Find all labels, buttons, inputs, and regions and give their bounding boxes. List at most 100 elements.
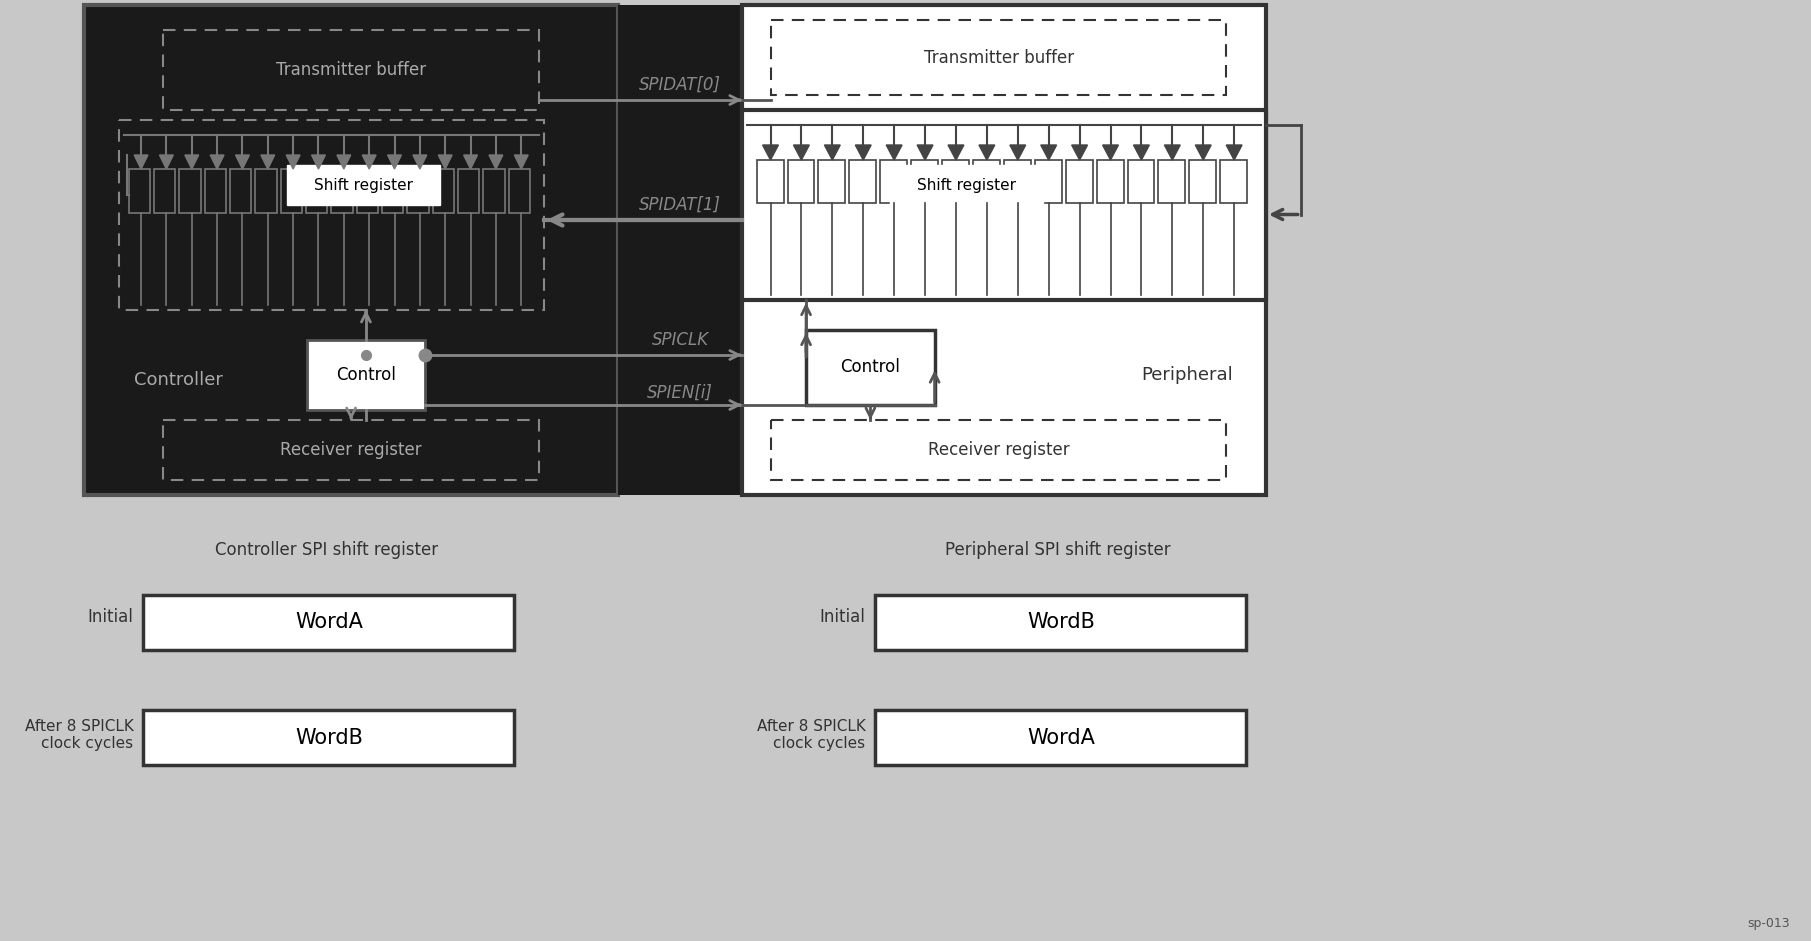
Bar [1003, 160, 1030, 203]
Bar [255, 169, 277, 213]
Polygon shape [1041, 145, 1056, 160]
Polygon shape [185, 155, 199, 169]
Text: WordA: WordA [295, 613, 362, 632]
Bar [382, 169, 404, 213]
Bar [743, 110, 1266, 300]
Bar [407, 169, 429, 213]
Polygon shape [438, 155, 453, 169]
Bar [771, 20, 1226, 95]
Bar [83, 5, 618, 495]
Polygon shape [464, 155, 478, 169]
Polygon shape [261, 155, 275, 169]
Bar [281, 169, 302, 213]
Text: WordB: WordB [1027, 613, 1094, 632]
Bar [306, 340, 426, 410]
Bar [891, 165, 1043, 205]
Bar [1190, 160, 1217, 203]
Bar [743, 5, 1266, 495]
Bar [819, 160, 846, 203]
Text: Initial: Initial [820, 608, 866, 626]
Text: WordA: WordA [1027, 727, 1094, 747]
Text: sp-013: sp-013 [1748, 917, 1791, 930]
Bar [973, 160, 1000, 203]
Text: SPIEN[i]: SPIEN[i] [647, 384, 714, 402]
Bar [875, 595, 1246, 650]
Polygon shape [916, 145, 933, 160]
Bar [1034, 160, 1061, 203]
Bar [143, 595, 514, 650]
Bar [205, 169, 226, 213]
Text: SPIDAT[0]: SPIDAT[0] [639, 76, 721, 94]
Polygon shape [1195, 145, 1212, 160]
Bar [331, 169, 353, 213]
Text: Peripheral SPI shift register: Peripheral SPI shift register [945, 541, 1172, 559]
Bar [230, 169, 252, 213]
Bar [806, 330, 934, 405]
Polygon shape [1134, 145, 1150, 160]
Text: Shift register: Shift register [313, 178, 413, 193]
Polygon shape [886, 145, 902, 160]
Bar [179, 169, 201, 213]
Bar [880, 160, 907, 203]
Bar [942, 160, 969, 203]
Bar [120, 120, 543, 310]
Bar [849, 160, 877, 203]
Text: After 8 SPICLK
clock cycles: After 8 SPICLK clock cycles [757, 719, 866, 751]
Bar [771, 420, 1226, 480]
Polygon shape [514, 155, 529, 169]
Bar [433, 169, 455, 213]
Text: After 8 SPICLK
clock cycles: After 8 SPICLK clock cycles [25, 719, 134, 751]
Polygon shape [286, 155, 301, 169]
Text: Receiver register: Receiver register [281, 441, 422, 459]
Text: Control: Control [337, 366, 397, 384]
Text: Transmitter buffer: Transmitter buffer [924, 49, 1074, 67]
Text: Controller: Controller [134, 371, 223, 389]
Text: Shift register: Shift register [918, 178, 1016, 193]
Text: Initial: Initial [87, 608, 134, 626]
Bar [458, 169, 480, 213]
Polygon shape [855, 145, 871, 160]
Text: Transmitter buffer: Transmitter buffer [275, 61, 426, 79]
Bar [757, 160, 784, 203]
Polygon shape [980, 145, 994, 160]
Bar [875, 710, 1246, 765]
Bar [1128, 160, 1154, 203]
Bar [1097, 160, 1123, 203]
Polygon shape [413, 155, 427, 169]
Bar [618, 5, 743, 495]
Polygon shape [210, 155, 225, 169]
Bar [788, 160, 815, 203]
Polygon shape [824, 145, 840, 160]
Bar [129, 169, 150, 213]
Polygon shape [489, 155, 503, 169]
Bar [1065, 160, 1092, 203]
Polygon shape [1072, 145, 1088, 160]
Polygon shape [1164, 145, 1181, 160]
Text: WordB: WordB [295, 727, 362, 747]
Polygon shape [1103, 145, 1119, 160]
Bar [306, 169, 328, 213]
Polygon shape [793, 145, 810, 160]
Text: SPIDAT[1]: SPIDAT[1] [639, 196, 721, 214]
Polygon shape [388, 155, 402, 169]
Bar [357, 169, 378, 213]
Bar [1159, 160, 1186, 203]
Text: SPICLK: SPICLK [652, 331, 708, 349]
Polygon shape [362, 155, 377, 169]
Text: Peripheral: Peripheral [1141, 366, 1233, 384]
Polygon shape [134, 155, 149, 169]
Bar [163, 30, 540, 110]
Bar [163, 420, 540, 480]
Bar [154, 169, 176, 213]
Bar [143, 710, 514, 765]
Polygon shape [762, 145, 779, 160]
Polygon shape [1226, 145, 1242, 160]
Polygon shape [311, 155, 326, 169]
Polygon shape [947, 145, 963, 160]
Polygon shape [1011, 145, 1025, 160]
Text: Controller SPI shift register: Controller SPI shift register [216, 541, 438, 559]
Polygon shape [159, 155, 174, 169]
Text: Receiver register: Receiver register [929, 441, 1070, 459]
Polygon shape [337, 155, 351, 169]
Bar [1221, 160, 1248, 203]
